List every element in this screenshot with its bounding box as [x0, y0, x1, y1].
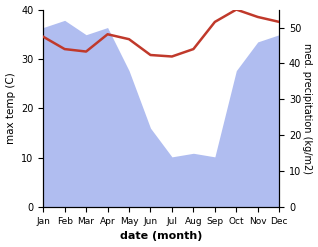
X-axis label: date (month): date (month) — [120, 231, 203, 242]
Y-axis label: med. precipitation (kg/m2): med. precipitation (kg/m2) — [302, 43, 313, 174]
Y-axis label: max temp (C): max temp (C) — [5, 72, 16, 144]
